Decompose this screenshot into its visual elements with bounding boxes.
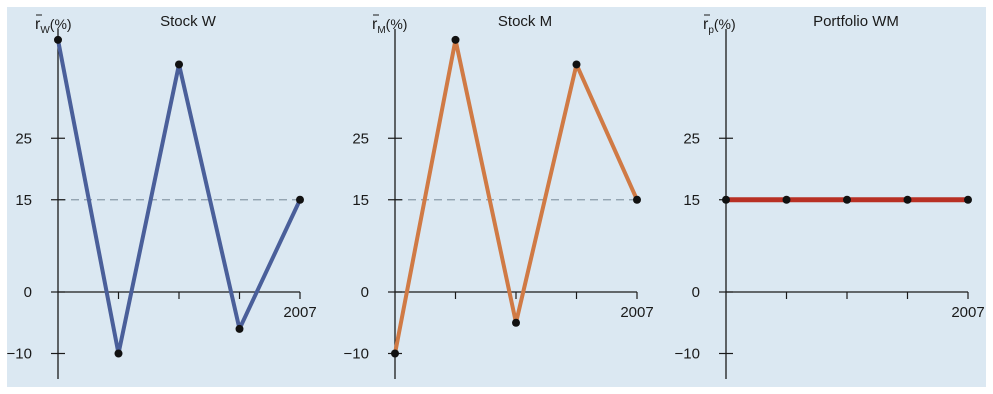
chart-title: Stock W [160,13,217,30]
y-tick-label: −10 [7,346,32,363]
y-axis-label-subscript: W [40,25,50,36]
data-point [391,349,399,358]
data-point [782,195,791,204]
y-tick-label: 15 [352,192,369,209]
data-point [512,318,520,327]
y-axis-label-subscript: M [377,25,385,36]
data-point [175,60,183,69]
y-tick-label: 25 [15,130,32,147]
y-tick-label: 0 [361,284,369,301]
y-axis-label: rM(%) [372,16,407,36]
y-tick-label: 25 [352,130,369,147]
panel-1: Stock W rW(%) −10 0 15 25 2007 [7,13,317,379]
chart-title: Portfolio WM [813,13,899,30]
series-line [393,37,639,354]
data-point [114,349,123,358]
y-axis-label-main: r [372,16,378,33]
x-end-label: 2007 [951,304,984,321]
y-tick-label: 15 [683,192,700,209]
data-point [451,35,460,44]
y-axis-label-main: r [35,16,41,33]
panel-3: Portfolio WM rp(%) −10 0 15 25 2007 [675,13,985,379]
data-point [964,195,972,204]
x-end-label: 2007 [620,304,653,321]
y-axis-label: rp(%) [703,16,736,36]
data-point [235,324,244,333]
x-end-label: 2007 [283,304,316,321]
series-line [56,39,302,356]
y-tick-label: 0 [24,284,32,301]
y-axis-label-main: r [703,16,709,33]
data-point [54,35,62,44]
data-point [722,195,730,204]
data-point [296,195,304,204]
y-tick-label: 15 [15,192,32,209]
y-axis-label-unit: (%) [386,16,408,32]
data-point [843,195,851,204]
y-axis-label: rW(%) [35,16,72,36]
data-point [633,195,641,204]
y-tick-label: −10 [344,346,369,363]
y-axis-label-unit: (%) [50,16,72,32]
y-tick-label: −10 [675,346,700,363]
y-axis-label-unit: (%) [714,16,736,32]
data-point [572,60,581,69]
data-point [903,195,912,204]
panel-2: Stock M rM(%) −10 0 15 25 2007 [344,13,654,379]
y-tick-label: 0 [692,284,700,301]
y-axis-label-subscript: p [708,25,714,36]
chart-title: Stock M [498,13,552,30]
y-tick-label: 25 [683,130,700,147]
